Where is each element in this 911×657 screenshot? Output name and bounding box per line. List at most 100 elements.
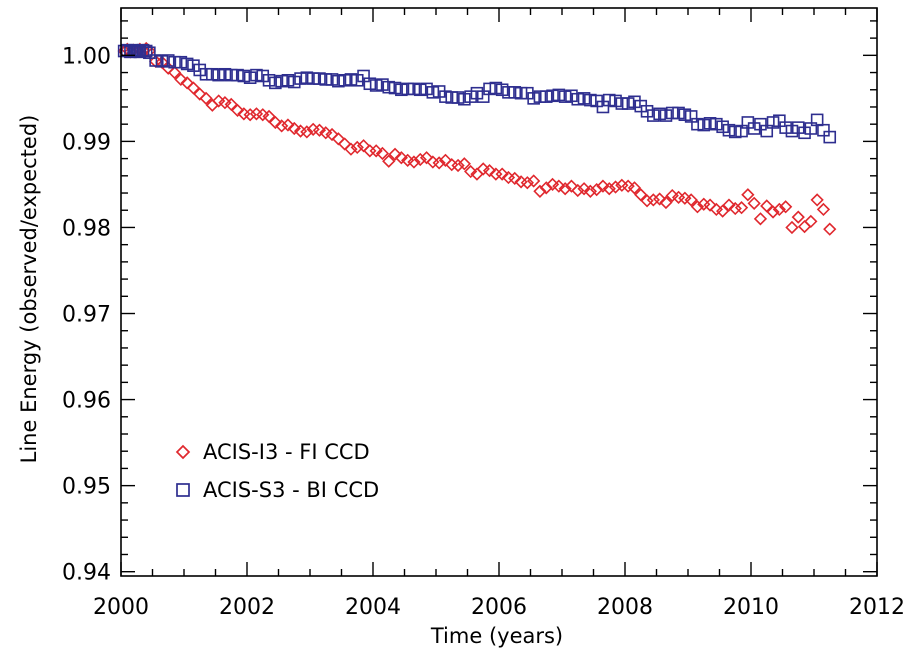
data-point-fi-ccd bbox=[590, 182, 604, 197]
data-point-fi-ccd bbox=[281, 118, 295, 132]
data-point-bi-ccd bbox=[584, 93, 597, 107]
data-point-fi-ccd bbox=[186, 81, 201, 95]
data-point-bi-ccd bbox=[357, 69, 370, 83]
data-point-bi-ccd bbox=[243, 71, 257, 85]
data-point-fi-ccd bbox=[167, 65, 182, 80]
data-point-fi-ccd bbox=[419, 151, 434, 165]
data-point-fi-ccd bbox=[388, 147, 402, 161]
data-points bbox=[117, 41, 837, 236]
data-point-fi-ccd bbox=[451, 158, 465, 173]
data-point-fi-ccd bbox=[407, 155, 421, 169]
data-point-fi-ccd bbox=[753, 212, 768, 226]
legend-item-fi-ccd: ACIS-I3 - FI CCD bbox=[175, 440, 370, 464]
data-point-fi-ccd bbox=[608, 180, 623, 194]
data-point-bi-ccd bbox=[823, 130, 837, 144]
data-point-fi-ccd bbox=[268, 115, 282, 130]
data-point-fi-ccd bbox=[174, 72, 188, 87]
data-point-fi-ccd bbox=[193, 87, 207, 101]
data-point-bi-ccd bbox=[199, 67, 213, 81]
data-point-bi-ccd bbox=[647, 109, 660, 122]
data-point-fi-ccd bbox=[785, 220, 799, 235]
data-point-fi-ccd bbox=[766, 205, 780, 219]
data-point-bi-ccd bbox=[401, 82, 414, 96]
data-point-fi-ccd bbox=[344, 142, 358, 156]
data-point-bi-ccd bbox=[495, 83, 509, 97]
data-point-bi-ccd bbox=[139, 44, 153, 58]
data-point-fi-ccd bbox=[432, 156, 446, 170]
data-point-fi-ccd bbox=[810, 193, 824, 207]
data-point-fi-ccd bbox=[634, 188, 648, 202]
data-point-bi-ccd bbox=[338, 73, 351, 87]
data-point-fi-ccd bbox=[722, 198, 736, 212]
data-point-fi-ccd bbox=[375, 146, 390, 161]
data-point-bi-ccd bbox=[306, 72, 320, 85]
data-point-bi-ccd bbox=[804, 122, 818, 135]
y-axis-title: Line Energy (observed/expected) bbox=[17, 115, 41, 464]
y-tick-label: 0.97 bbox=[62, 303, 111, 328]
data-point-fi-ccd bbox=[262, 109, 276, 124]
data-point-fi-ccd bbox=[331, 132, 345, 146]
data-point-fi-ccd bbox=[527, 174, 541, 188]
data-point-fi-ccd bbox=[577, 182, 591, 196]
data-point-fi-ccd bbox=[230, 103, 245, 118]
data-point-bi-ccd bbox=[212, 68, 225, 82]
y-tick-label: 0.96 bbox=[62, 389, 111, 414]
data-point-fi-ccd bbox=[716, 204, 730, 218]
data-point-bi-ccd bbox=[710, 117, 723, 131]
y-tick-label: 0.95 bbox=[62, 475, 111, 500]
data-point-bi-ccd bbox=[275, 74, 288, 88]
data-point-bi-ccd bbox=[224, 68, 238, 82]
legend-marker-diamond bbox=[175, 444, 191, 460]
data-point-fi-ccd bbox=[350, 140, 364, 155]
data-point-fi-ccd bbox=[772, 202, 786, 217]
data-point-bi-ccd bbox=[180, 57, 194, 71]
data-point-fi-ccd bbox=[804, 214, 818, 229]
data-point-fi-ccd bbox=[495, 167, 509, 181]
data-point-fi-ccd bbox=[394, 151, 408, 165]
data-point-bi-ccd bbox=[187, 59, 200, 72]
data-point-fi-ccd bbox=[558, 182, 572, 196]
data-point-fi-ccd bbox=[457, 157, 471, 171]
data-point-fi-ccd bbox=[571, 183, 585, 198]
data-point-fi-ccd bbox=[747, 196, 761, 210]
data-point-bi-ccd bbox=[155, 55, 169, 68]
data-point-bi-ccd bbox=[161, 54, 175, 67]
x-tick-label: 2010 bbox=[723, 595, 779, 620]
data-point-fi-ccd bbox=[533, 184, 547, 198]
data-point-fi-ccd bbox=[224, 97, 238, 112]
axis-ticks bbox=[120, 8, 878, 576]
data-point-fi-ccd bbox=[690, 200, 705, 214]
data-point-fi-ccd bbox=[325, 127, 339, 142]
legend-marker-square bbox=[176, 483, 190, 497]
data-point-bi-ccd bbox=[615, 97, 629, 110]
legend-label-fi-ccd: ACIS-I3 - FI CCD bbox=[203, 440, 370, 464]
data-point-fi-ccd bbox=[312, 123, 327, 137]
data-point-fi-ccd bbox=[734, 201, 749, 215]
data-point-fi-ccd bbox=[596, 179, 610, 193]
data-point-fi-ccd bbox=[539, 181, 553, 195]
data-point-fi-ccd bbox=[482, 164, 497, 178]
data-point-bi-ccd bbox=[130, 44, 144, 58]
x-tick-label: 2006 bbox=[471, 595, 527, 620]
data-point-fi-ccd bbox=[356, 139, 371, 153]
data-point-bi-ccd bbox=[149, 54, 162, 67]
x-tick-label: 2012 bbox=[849, 595, 905, 620]
y-tick-label: 0.98 bbox=[62, 216, 111, 241]
data-point-fi-ccd bbox=[741, 188, 755, 202]
y-tick-labels: 0.94 0.95 0.96 0.97 0.98 0.99 1.00 bbox=[62, 44, 111, 585]
data-point-fi-ccd bbox=[508, 171, 522, 186]
data-point-bi-ccd bbox=[124, 45, 137, 59]
data-point-bi-ccd bbox=[193, 63, 207, 77]
data-point-fi-ccd bbox=[760, 199, 774, 213]
y-tick-label: 0.94 bbox=[62, 561, 111, 586]
legend: ACIS-I3 - FI CCD ACIS-S3 - BI CCD bbox=[175, 440, 379, 502]
data-point-fi-ccd bbox=[300, 125, 314, 139]
data-point-bi-ccd bbox=[552, 88, 566, 102]
data-point-bi-ccd bbox=[451, 91, 465, 104]
data-point-fi-ccd bbox=[684, 193, 698, 207]
legend-item-bi-ccd: ACIS-S3 - BI CCD bbox=[176, 478, 379, 502]
data-point-fi-ccd bbox=[583, 184, 597, 198]
data-point-fi-ccd bbox=[382, 154, 396, 168]
